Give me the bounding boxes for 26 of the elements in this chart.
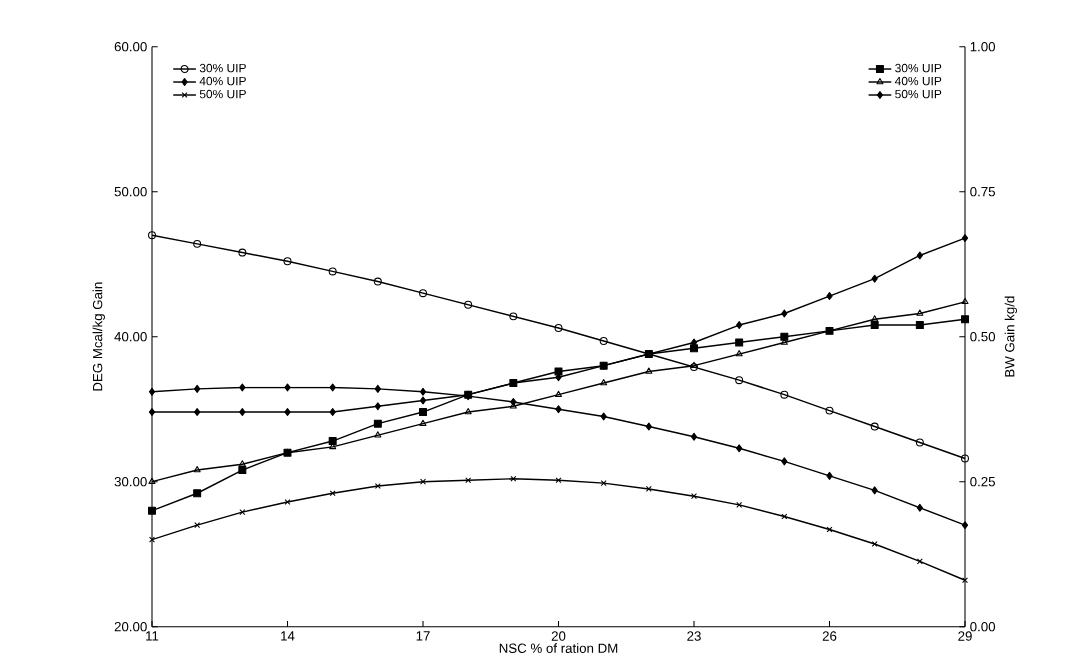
y-tick-label: 30.00: [114, 476, 147, 487]
legend-label: 30% UIP: [199, 63, 246, 73]
y2-tick-label: 0.75: [970, 186, 995, 197]
legend-label: 40% UIP: [894, 76, 942, 86]
legend-label: 40% UIP: [199, 76, 246, 86]
y2-tick-label: 0.25: [970, 476, 995, 487]
y-tick-label: 60.00: [114, 41, 147, 52]
y-tick-label: 40.00: [114, 331, 147, 342]
x-tick-label: 23: [687, 631, 701, 641]
x-tick-label: 11: [146, 631, 159, 641]
y2-axis-title: BW Gain kg/d: [1004, 296, 1018, 377]
y2-tick-label: 0.50: [970, 331, 996, 342]
y-axis-title: DEG Mcal/kg Gain: [92, 282, 105, 391]
y-tick-label: 50.00: [114, 186, 147, 197]
x-tick-label: 29: [958, 631, 972, 641]
x-tick-label: 26: [822, 631, 837, 641]
y2-tick-label: 1.00: [970, 41, 996, 52]
x-tick-label: 20: [551, 631, 566, 641]
legend-label: 30% UIP: [895, 63, 942, 73]
x-axis-title: NSC % of ration DM: [499, 643, 618, 653]
legend-label: 50% UIP: [895, 89, 942, 99]
x-tick-label: 14: [281, 631, 295, 641]
x-tick-label: 17: [416, 631, 430, 641]
legend-label: 50% UIP: [199, 89, 246, 99]
y2-tick-label: 0.00: [970, 621, 996, 632]
y-tick-label: 20.00: [114, 621, 147, 632]
